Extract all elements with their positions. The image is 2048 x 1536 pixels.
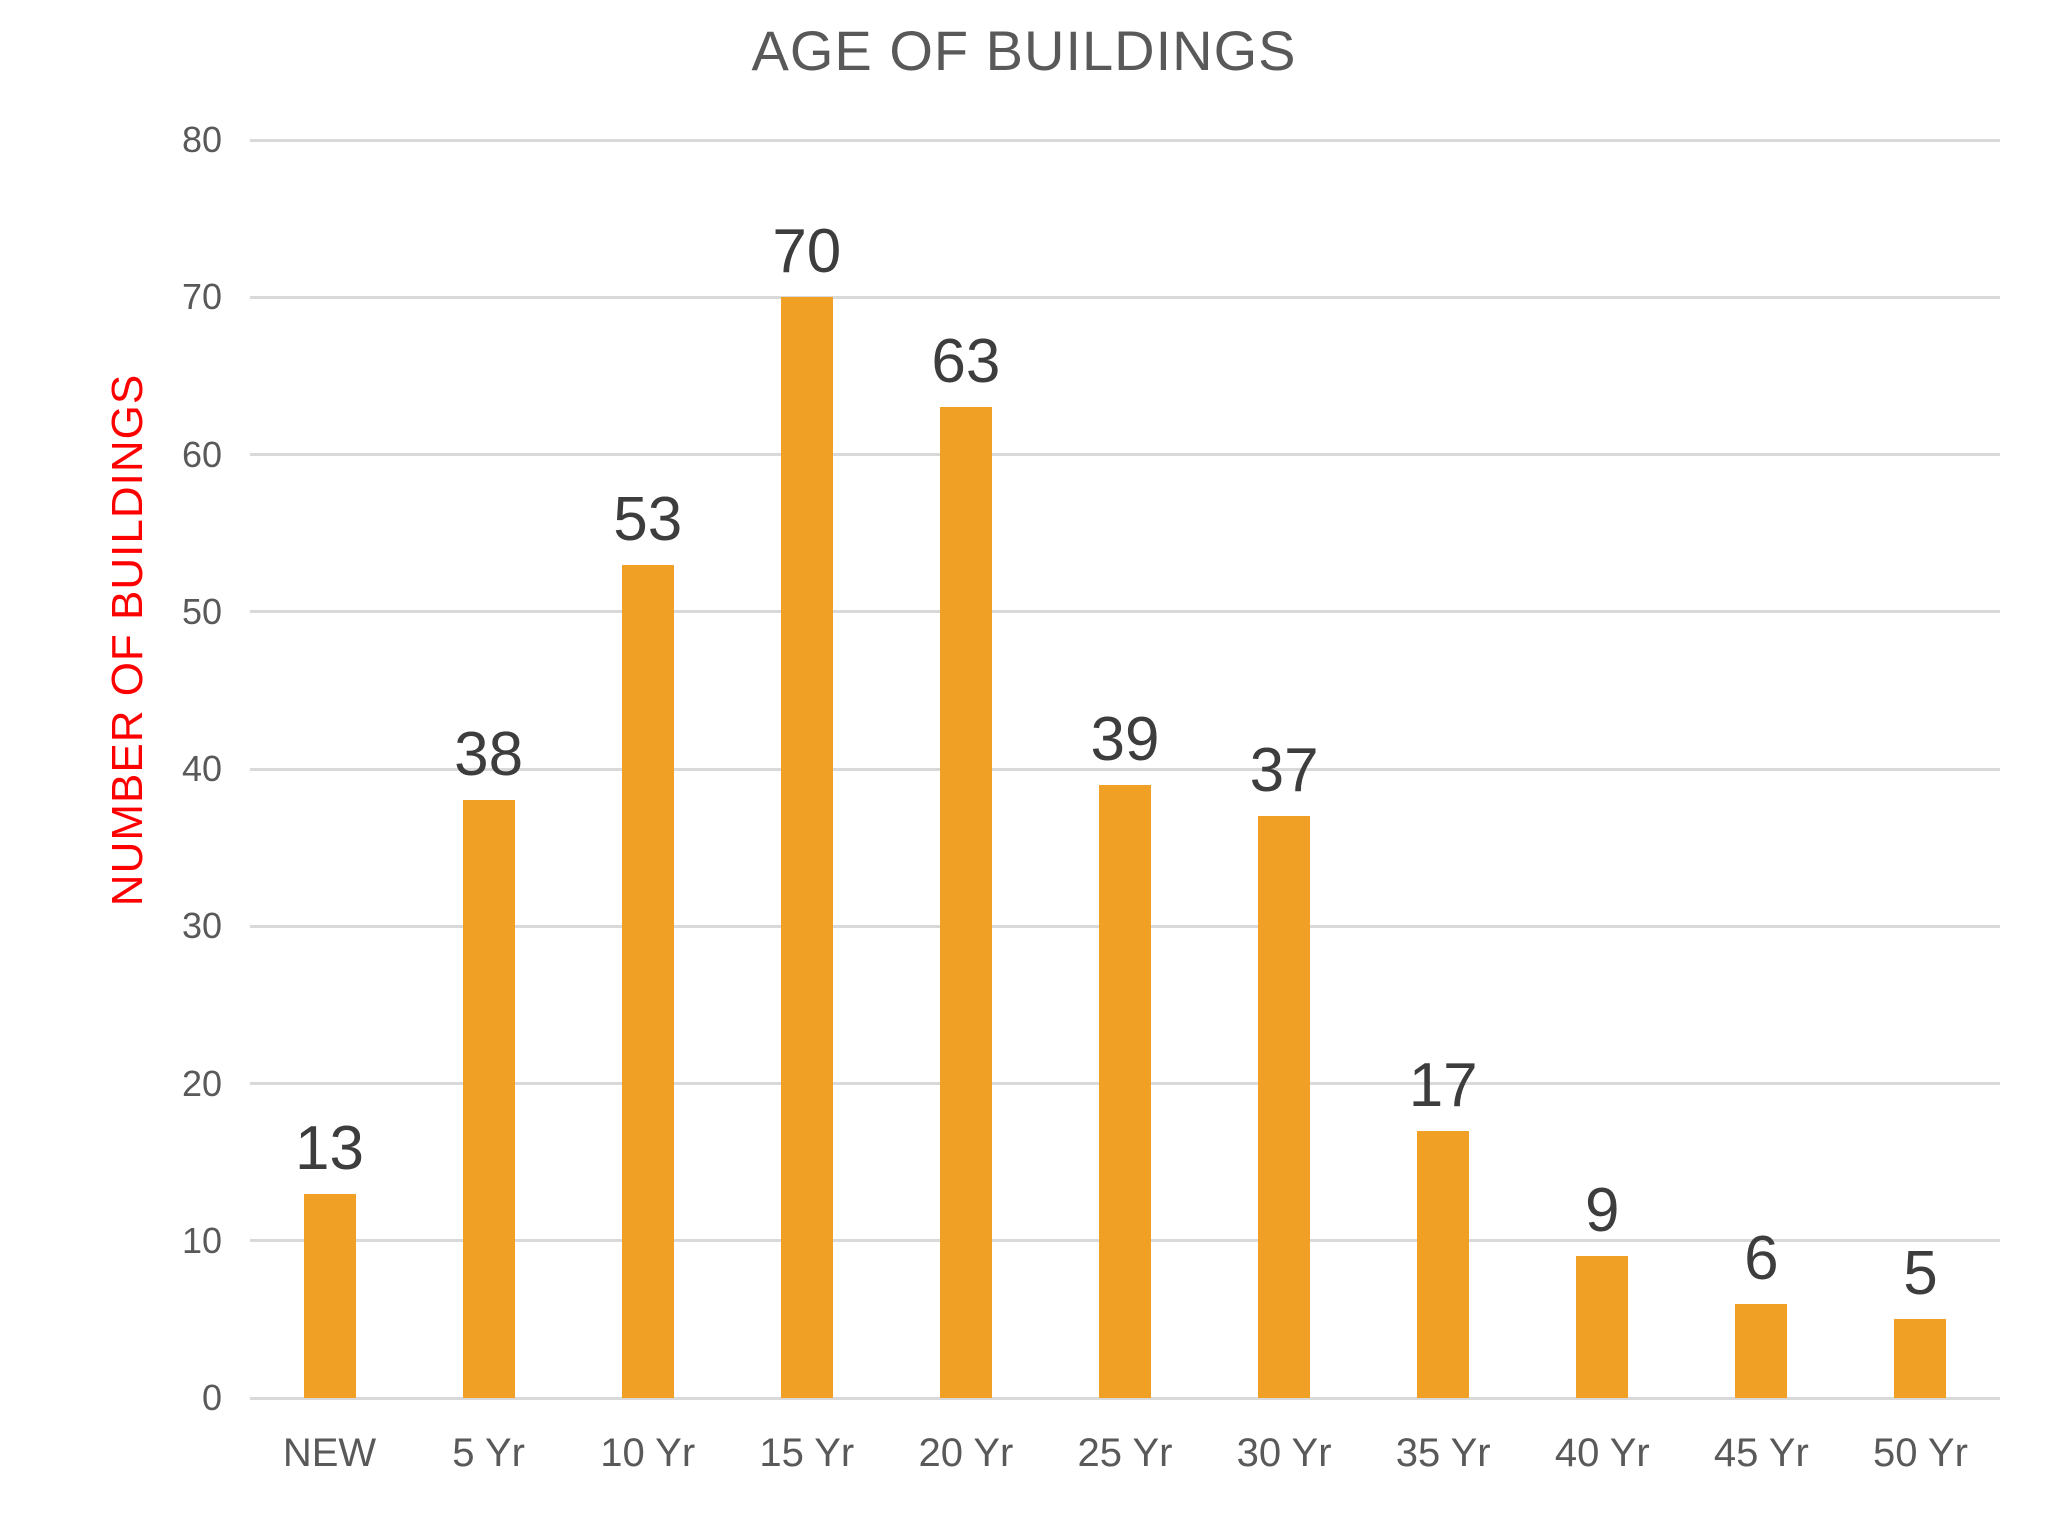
y-axis-ticks: 0 10 20 30 40 50 60 70 80 — [0, 122, 222, 1416]
bar — [939, 407, 992, 1398]
gridline — [250, 1396, 2000, 1400]
x-axis-label: 5 Yr — [452, 1431, 525, 1475]
bar-value-label: 13 — [295, 1113, 365, 1183]
bar-value-label: 17 — [1408, 1050, 1478, 1120]
y-tick-label: 40 — [181, 748, 222, 789]
gridline — [250, 295, 2000, 299]
x-axis-label: 50 Yr — [1873, 1431, 1968, 1475]
x-axis-label: NEW — [282, 1431, 377, 1475]
plot-area: 13 38 53 70 63 39 37 17 9 6 5 — [250, 138, 2000, 1400]
x-axis-label: 40 Yr — [1554, 1431, 1650, 1475]
x-axis-label: 25 Yr — [1077, 1431, 1173, 1475]
y-tick-label: 50 — [181, 590, 222, 632]
bar — [1258, 816, 1311, 1398]
bar-value-label: 9 — [1585, 1176, 1620, 1246]
y-tick-label: 10 — [181, 1219, 222, 1261]
gridline — [250, 453, 2000, 456]
bar-value-label: 63 — [931, 327, 1001, 397]
x-axis-labels: NEW 5 Yr 10 Yr 15 Yr 20 Yr 25 Yr 30 Yr 35 Yr 40 … — [250, 1425, 2000, 1485]
bar — [303, 1193, 356, 1398]
bar — [780, 297, 833, 1398]
y-tick-label: 70 — [181, 276, 222, 318]
gridline — [250, 767, 2000, 771]
bar — [1576, 1256, 1629, 1398]
bar — [1417, 1130, 1470, 1398]
x-axis-label: 15 Yr — [759, 1431, 855, 1475]
bar-value-label: 6 — [1744, 1223, 1779, 1293]
bar-value-label: 70 — [772, 217, 842, 287]
bar-value-label: 5 — [1903, 1239, 1938, 1309]
x-axis-label: 45 Yr — [1713, 1431, 1809, 1475]
bar-value-label: 38 — [454, 720, 524, 790]
bar — [621, 564, 674, 1398]
y-tick-label: 0 — [201, 1377, 222, 1418]
x-axis-label: 35 Yr — [1395, 1431, 1491, 1475]
gridline — [250, 610, 2000, 614]
bar — [462, 800, 515, 1398]
bar — [1735, 1303, 1788, 1398]
bar — [1099, 784, 1151, 1398]
x-axis-label: 20 Yr — [918, 1431, 1014, 1475]
y-tick-label: 80 — [181, 119, 222, 160]
gridline — [250, 138, 2000, 142]
x-axis-label: 30 Yr — [1236, 1431, 1332, 1475]
bar — [1894, 1319, 1947, 1398]
y-tick-label: 30 — [181, 905, 222, 947]
bar-value-label: 39 — [1090, 704, 1160, 774]
y-tick-label: 60 — [181, 433, 222, 475]
y-tick-label: 20 — [181, 1062, 222, 1104]
bar-value-label: 37 — [1249, 736, 1319, 806]
bar-value-label: 53 — [613, 484, 683, 554]
x-axis-label: 10 Yr — [600, 1431, 696, 1475]
chart-title: AGE OF BUILDINGS — [751, 19, 1297, 82]
